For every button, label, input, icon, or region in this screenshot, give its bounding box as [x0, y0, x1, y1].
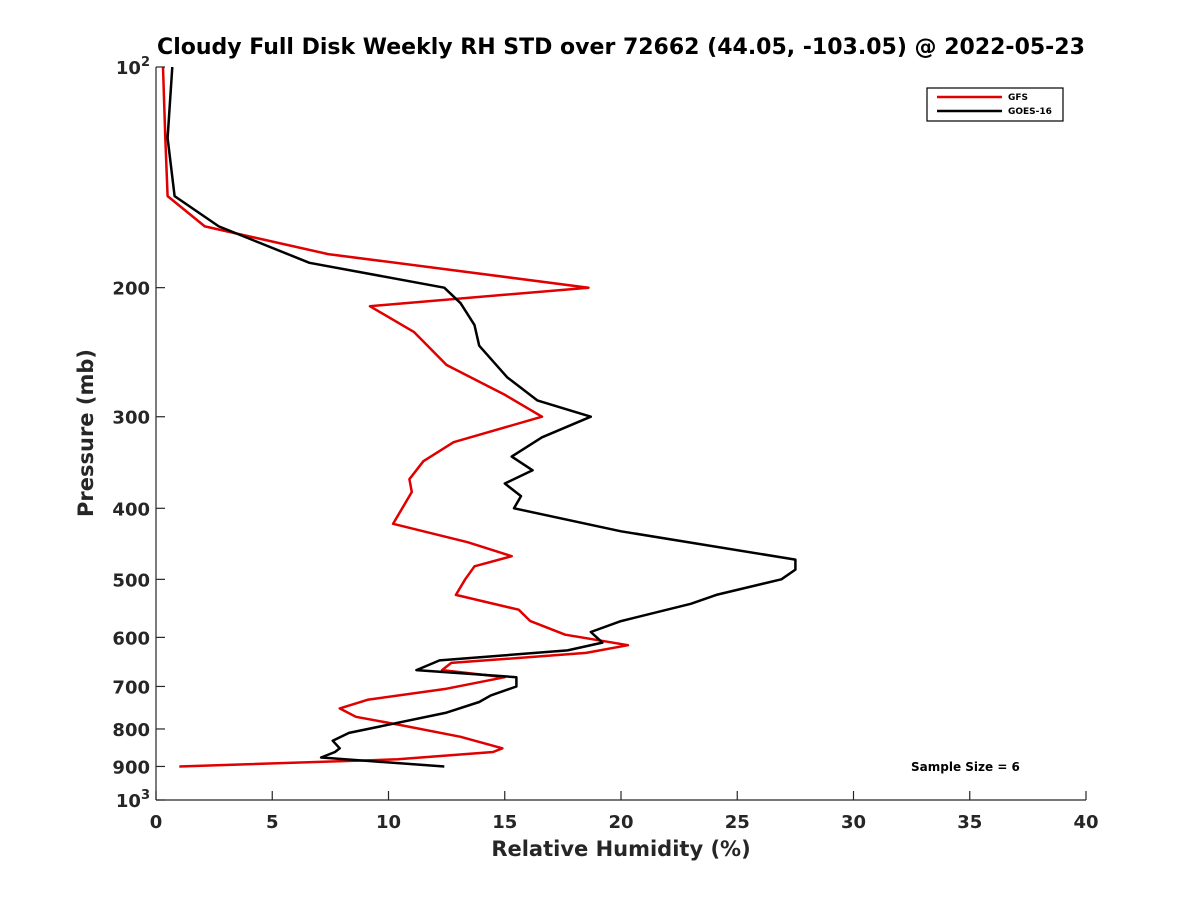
legend: GFS GOES-16: [926, 87, 1064, 122]
y-tick-label-base: 10: [116, 58, 141, 79]
y-tick-label: 500: [112, 570, 150, 591]
y-tick-label: 300: [112, 408, 150, 429]
x-tick-label: 0: [150, 812, 163, 833]
plot-area: [156, 67, 1086, 800]
x-tick-label: 25: [725, 812, 750, 833]
legend-box: [926, 87, 1064, 122]
y-tick-label: 900: [112, 757, 150, 778]
y-tick-label: 800: [112, 720, 150, 741]
x-tick-label: 10: [376, 812, 401, 833]
y-tick-label: 400: [112, 499, 150, 520]
y-tick-label-exponent: 2: [141, 55, 150, 70]
x-axis-label: Relative Humidity (%): [491, 837, 750, 861]
legend-label-goes-16: GOES-16: [1008, 107, 1052, 117]
series-line-goes-16: [166, 66, 797, 768]
series-line-gfs: [161, 66, 630, 768]
chart-title: Cloudy Full Disk Weekly RH STD over 7266…: [157, 35, 1085, 60]
y-tick-label: 103: [116, 788, 150, 812]
y-tick-label-base: 10: [116, 791, 141, 812]
x-tick-label: 30: [841, 812, 866, 833]
x-tick-label: 40: [1073, 812, 1098, 833]
x-tick-label: 5: [266, 812, 279, 833]
legend-label-gfs: GFS: [1008, 93, 1028, 103]
x-tick-label: 15: [492, 812, 517, 833]
sample-size-annotation: Sample Size = 6: [911, 760, 1020, 774]
y-axis-label: Pressure (mb): [74, 349, 98, 517]
series-layer: [161, 66, 797, 768]
y-tick-label: 600: [112, 628, 150, 649]
y-tick-label: 200: [112, 279, 150, 300]
y-tick-label-exponent: 3: [141, 788, 150, 803]
y-tick-label: 700: [112, 677, 150, 698]
x-tick-label: 20: [608, 812, 633, 833]
x-tick-label: 35: [957, 812, 982, 833]
x-axis-ticks: 0 5 10 15 20 25 30 35 40: [150, 791, 1099, 833]
y-tick-label: 102: [116, 55, 150, 79]
